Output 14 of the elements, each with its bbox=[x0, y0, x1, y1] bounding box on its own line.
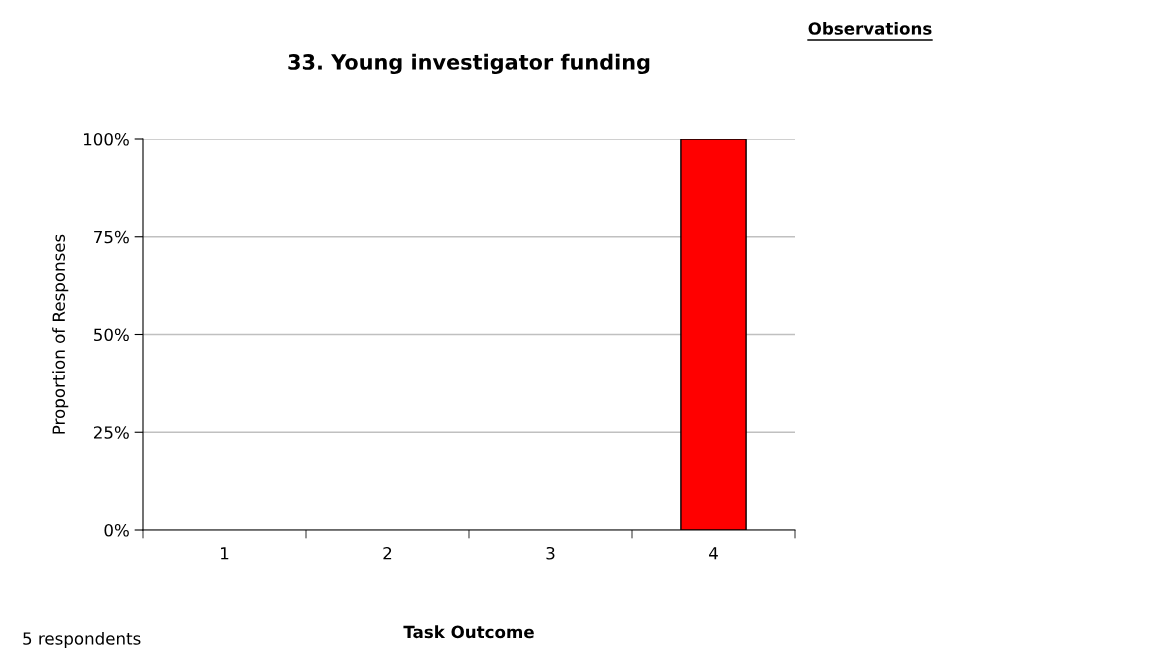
x-tick-label: 2 bbox=[383, 546, 392, 560]
x-tick-label: 3 bbox=[546, 546, 555, 560]
y-tick-label: 75% bbox=[94, 230, 129, 244]
text: Observations bbox=[808, 21, 932, 35]
y-tick-label: 0% bbox=[104, 523, 129, 537]
y-tick-label: 100% bbox=[83, 132, 129, 146]
x-axis-title: Task Outcome bbox=[403, 625, 534, 639]
chart-title: 33. Young investigator funding bbox=[288, 53, 650, 75]
y-tick-label: 25% bbox=[93, 426, 129, 439]
x-tick-label: 1 bbox=[221, 547, 229, 560]
x-tick-label: 4 bbox=[709, 547, 718, 560]
y-tick-label: 50% bbox=[94, 328, 129, 342]
text: 5 respondents bbox=[23, 631, 141, 649]
y-axis-title: Proportion of Responses bbox=[52, 234, 69, 434]
